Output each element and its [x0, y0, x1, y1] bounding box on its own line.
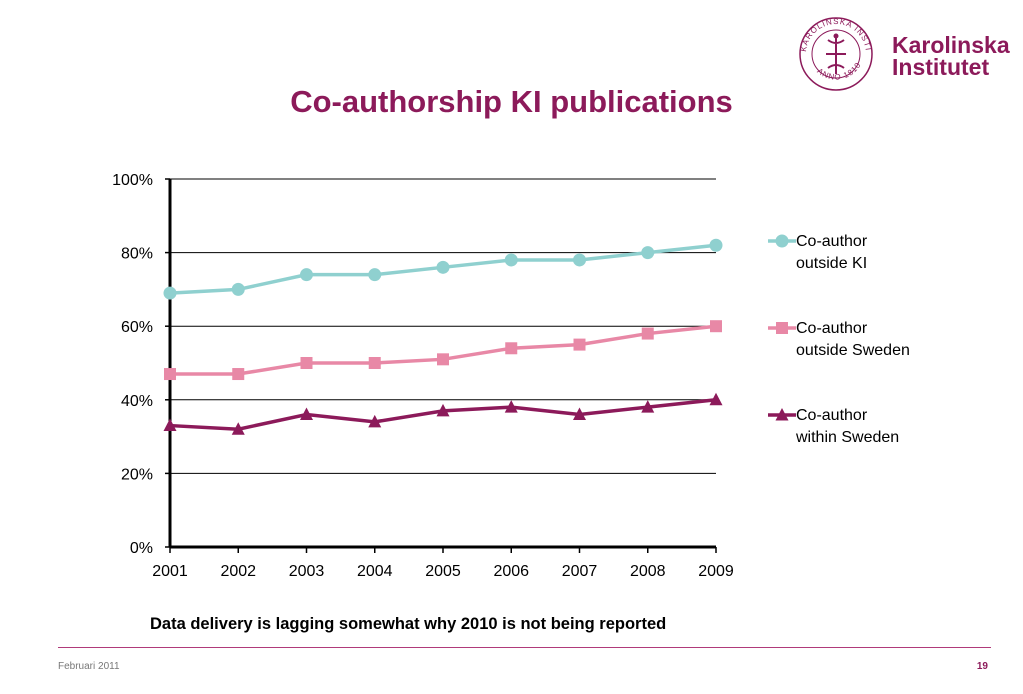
data-point: [709, 238, 723, 252]
data-point: [436, 260, 450, 274]
data-point: [709, 392, 723, 406]
data-point: [300, 268, 313, 282]
y-tick-label: 100%: [112, 172, 153, 189]
page-number: 19: [976, 661, 988, 672]
legend-label: outside Sweden: [796, 342, 910, 359]
legend-label: Co-author: [796, 320, 868, 337]
legend-marker: [776, 322, 788, 334]
x-tick-label: 2006: [493, 563, 529, 580]
legend-marker: [775, 408, 789, 421]
x-tick-label: 2008: [630, 563, 666, 580]
data-point: [300, 407, 313, 421]
x-tick-label: 2007: [562, 563, 598, 580]
legend-marker: [775, 234, 789, 248]
y-tick-label: 0%: [130, 540, 153, 557]
footer-divider: [58, 647, 991, 648]
footer-date: Februari 2011: [58, 661, 120, 672]
slide-title: Co-authorship KI publications: [290, 84, 733, 119]
data-point: [505, 342, 518, 355]
data-point: [368, 268, 382, 282]
data-point: [232, 368, 245, 381]
data-point: [231, 422, 245, 435]
legend-label: Co-author: [796, 407, 868, 424]
data-point: [164, 368, 176, 381]
karolinska-seal-logo: KAROLINSKA INSTITUTET ANNO 1810: [798, 14, 873, 91]
x-tick-label: 2004: [357, 563, 393, 580]
x-tick-label: 2001: [152, 563, 188, 580]
data-point: [504, 400, 518, 413]
data-point: [641, 246, 655, 260]
y-tick-label: 80%: [121, 246, 153, 263]
logo-line-1: Karolinska: [892, 32, 1010, 58]
y-tick-label: 20%: [121, 466, 153, 483]
data-point: [437, 353, 449, 366]
y-tick-label: 60%: [121, 319, 153, 336]
data-point: [163, 286, 177, 300]
data-point: [163, 418, 177, 432]
data-point: [300, 357, 313, 369]
y-tick-label: 40%: [121, 393, 153, 410]
logo-line-2: Institutet: [892, 54, 990, 80]
data-point: [573, 253, 586, 267]
data-point: [368, 414, 382, 428]
data-note: Data delivery is lagging somewhat why 20…: [150, 615, 667, 633]
data-point: [573, 407, 586, 421]
x-tick-label: 2009: [698, 563, 734, 580]
data-point: [231, 282, 245, 296]
data-point: [504, 253, 518, 267]
x-tick-label: 2002: [220, 563, 256, 580]
legend-label: outside KI: [796, 255, 867, 272]
data-point: [641, 400, 655, 413]
data-point: [710, 320, 722, 333]
x-tick-label: 2005: [425, 563, 461, 580]
data-point: [436, 403, 450, 417]
legend-label: Co-author: [796, 233, 868, 250]
data-point: [368, 357, 381, 369]
legend-label: within Sweden: [795, 429, 899, 446]
data-point: [641, 327, 654, 340]
x-tick-label: 2003: [289, 563, 325, 580]
series-line: [170, 324, 717, 376]
data-point: [573, 338, 586, 351]
